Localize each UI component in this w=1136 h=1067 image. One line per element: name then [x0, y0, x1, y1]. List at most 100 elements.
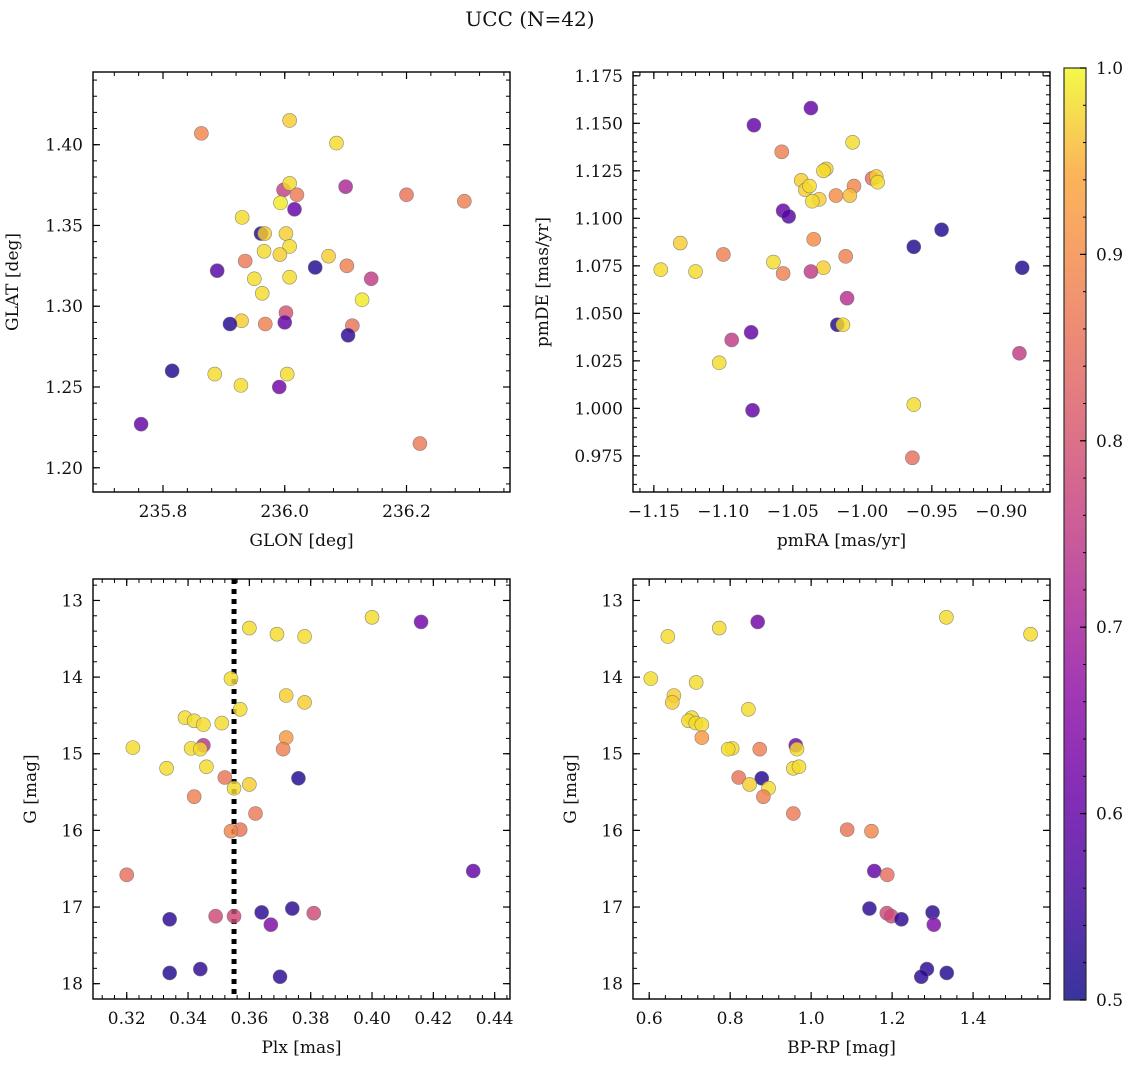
- data-point: [285, 901, 300, 916]
- data-point: [774, 144, 790, 160]
- x-tick-label: 0.32: [108, 1009, 146, 1029]
- data-point: [282, 113, 297, 128]
- panel-pmra_pmde: −1.15 −1.10 −1.05 −1.00 −0.95 −0.90 0.975 1.000…: [533, 67, 1051, 551]
- data-point: [413, 614, 429, 630]
- data-point: [223, 671, 239, 686]
- data-point: [263, 917, 279, 932]
- x-tick-label: −1.05: [767, 502, 819, 522]
- data-point: [694, 717, 710, 732]
- data-point: [272, 247, 288, 262]
- data-point: [926, 917, 942, 932]
- y-tick-label: 1.20: [45, 459, 83, 479]
- axes-frame: [92, 71, 511, 493]
- scatter-points: [133, 113, 472, 451]
- data-point: [199, 759, 214, 775]
- data-point: [803, 264, 819, 279]
- data-point: [906, 397, 922, 412]
- data-point: [217, 770, 233, 785]
- data-point: [724, 332, 739, 348]
- data-point: [842, 188, 858, 203]
- axes-frame: [632, 578, 1051, 1000]
- data-point: [186, 789, 202, 804]
- data-point: [838, 249, 853, 264]
- y-tick-label: 15: [61, 745, 83, 765]
- data-point: [278, 688, 294, 703]
- colorbar-gradient: [1063, 67, 1087, 1001]
- y-axis-label: G [mag]: [21, 754, 41, 823]
- data-point: [803, 100, 819, 116]
- x-tick-label: 1.4: [960, 1009, 987, 1029]
- data-point: [781, 209, 796, 224]
- y-tick-label: 13: [61, 591, 83, 611]
- data-point: [925, 905, 940, 920]
- data-point: [363, 271, 379, 287]
- data-point: [242, 620, 257, 636]
- data-point: [816, 260, 831, 276]
- y-tick-label: 1.075: [574, 257, 623, 277]
- axes-frame: [632, 71, 1051, 493]
- data-point: [242, 777, 257, 792]
- data-point: [275, 741, 291, 757]
- y-tick-label: 1.40: [45, 136, 83, 156]
- y-tick-label: 1.25: [45, 378, 83, 398]
- data-point: [805, 193, 820, 209]
- x-tick-label: −1.00: [836, 502, 888, 522]
- data-point: [340, 328, 356, 343]
- data-point: [207, 366, 223, 382]
- data-point: [741, 701, 756, 717]
- colorbar-tick-label: 0.6: [1096, 805, 1123, 825]
- data-point: [802, 178, 817, 194]
- y-tick-label: 14: [61, 668, 83, 688]
- data-point: [711, 355, 727, 371]
- data-point: [364, 610, 380, 625]
- y-tick-label: 17: [601, 898, 623, 918]
- data-point: [731, 770, 746, 785]
- data-point: [289, 187, 305, 203]
- y-tick-label: 1.000: [574, 399, 623, 419]
- data-point: [688, 264, 703, 279]
- data-point: [247, 271, 262, 287]
- scatter-points: [653, 100, 1030, 466]
- data-point: [835, 317, 851, 333]
- x-tick-label: 0.42: [414, 1009, 452, 1029]
- x-tick-label: 0.34: [169, 1009, 207, 1029]
- colorbar-tick-label: 0.8: [1096, 432, 1123, 452]
- panel-bprp_g: 0.6 0.8 1.0 1.2 1.4 13 14 15 16 17 18 BP-RP [mag] G …: [561, 578, 1051, 1058]
- data-point: [766, 254, 781, 270]
- x-tick-label: 235.8: [139, 502, 188, 522]
- data-point: [816, 163, 831, 179]
- y-tick-label: 18: [61, 975, 83, 995]
- x-axis-label: Plx [mas]: [261, 1038, 341, 1058]
- data-point: [845, 135, 860, 150]
- data-point: [193, 961, 208, 977]
- data-point: [906, 239, 922, 255]
- data-point: [234, 210, 250, 225]
- data-point: [339, 258, 355, 274]
- data-point: [233, 378, 249, 393]
- data-point: [164, 363, 180, 379]
- y-tick-label: 1.150: [574, 114, 623, 134]
- y-tick-label: 18: [601, 975, 623, 995]
- data-point: [237, 253, 253, 269]
- panel-plx_g: 0.32 0.34 0.36 0.38 0.40 0.42 0.44 13 14 15 16 17 18…: [21, 578, 514, 1058]
- data-point: [1014, 260, 1030, 276]
- colorbar-tick-label: 0.5: [1096, 991, 1123, 1011]
- data-point: [287, 202, 302, 217]
- data-point: [257, 226, 272, 241]
- data-point: [664, 695, 680, 710]
- data-point: [653, 262, 669, 277]
- data-point: [291, 770, 306, 786]
- y-tick-label: 1.100: [574, 209, 623, 229]
- data-point: [125, 740, 141, 755]
- y-tick-label: 17: [61, 898, 83, 918]
- data-point: [223, 823, 239, 839]
- data-point: [273, 195, 288, 211]
- data-point: [457, 193, 472, 209]
- data-point: [720, 741, 736, 757]
- data-point: [864, 823, 879, 839]
- data-point: [934, 222, 949, 238]
- x-tick-label: −0.90: [975, 502, 1027, 522]
- scatter-points: [643, 610, 1038, 985]
- data-point: [939, 610, 954, 625]
